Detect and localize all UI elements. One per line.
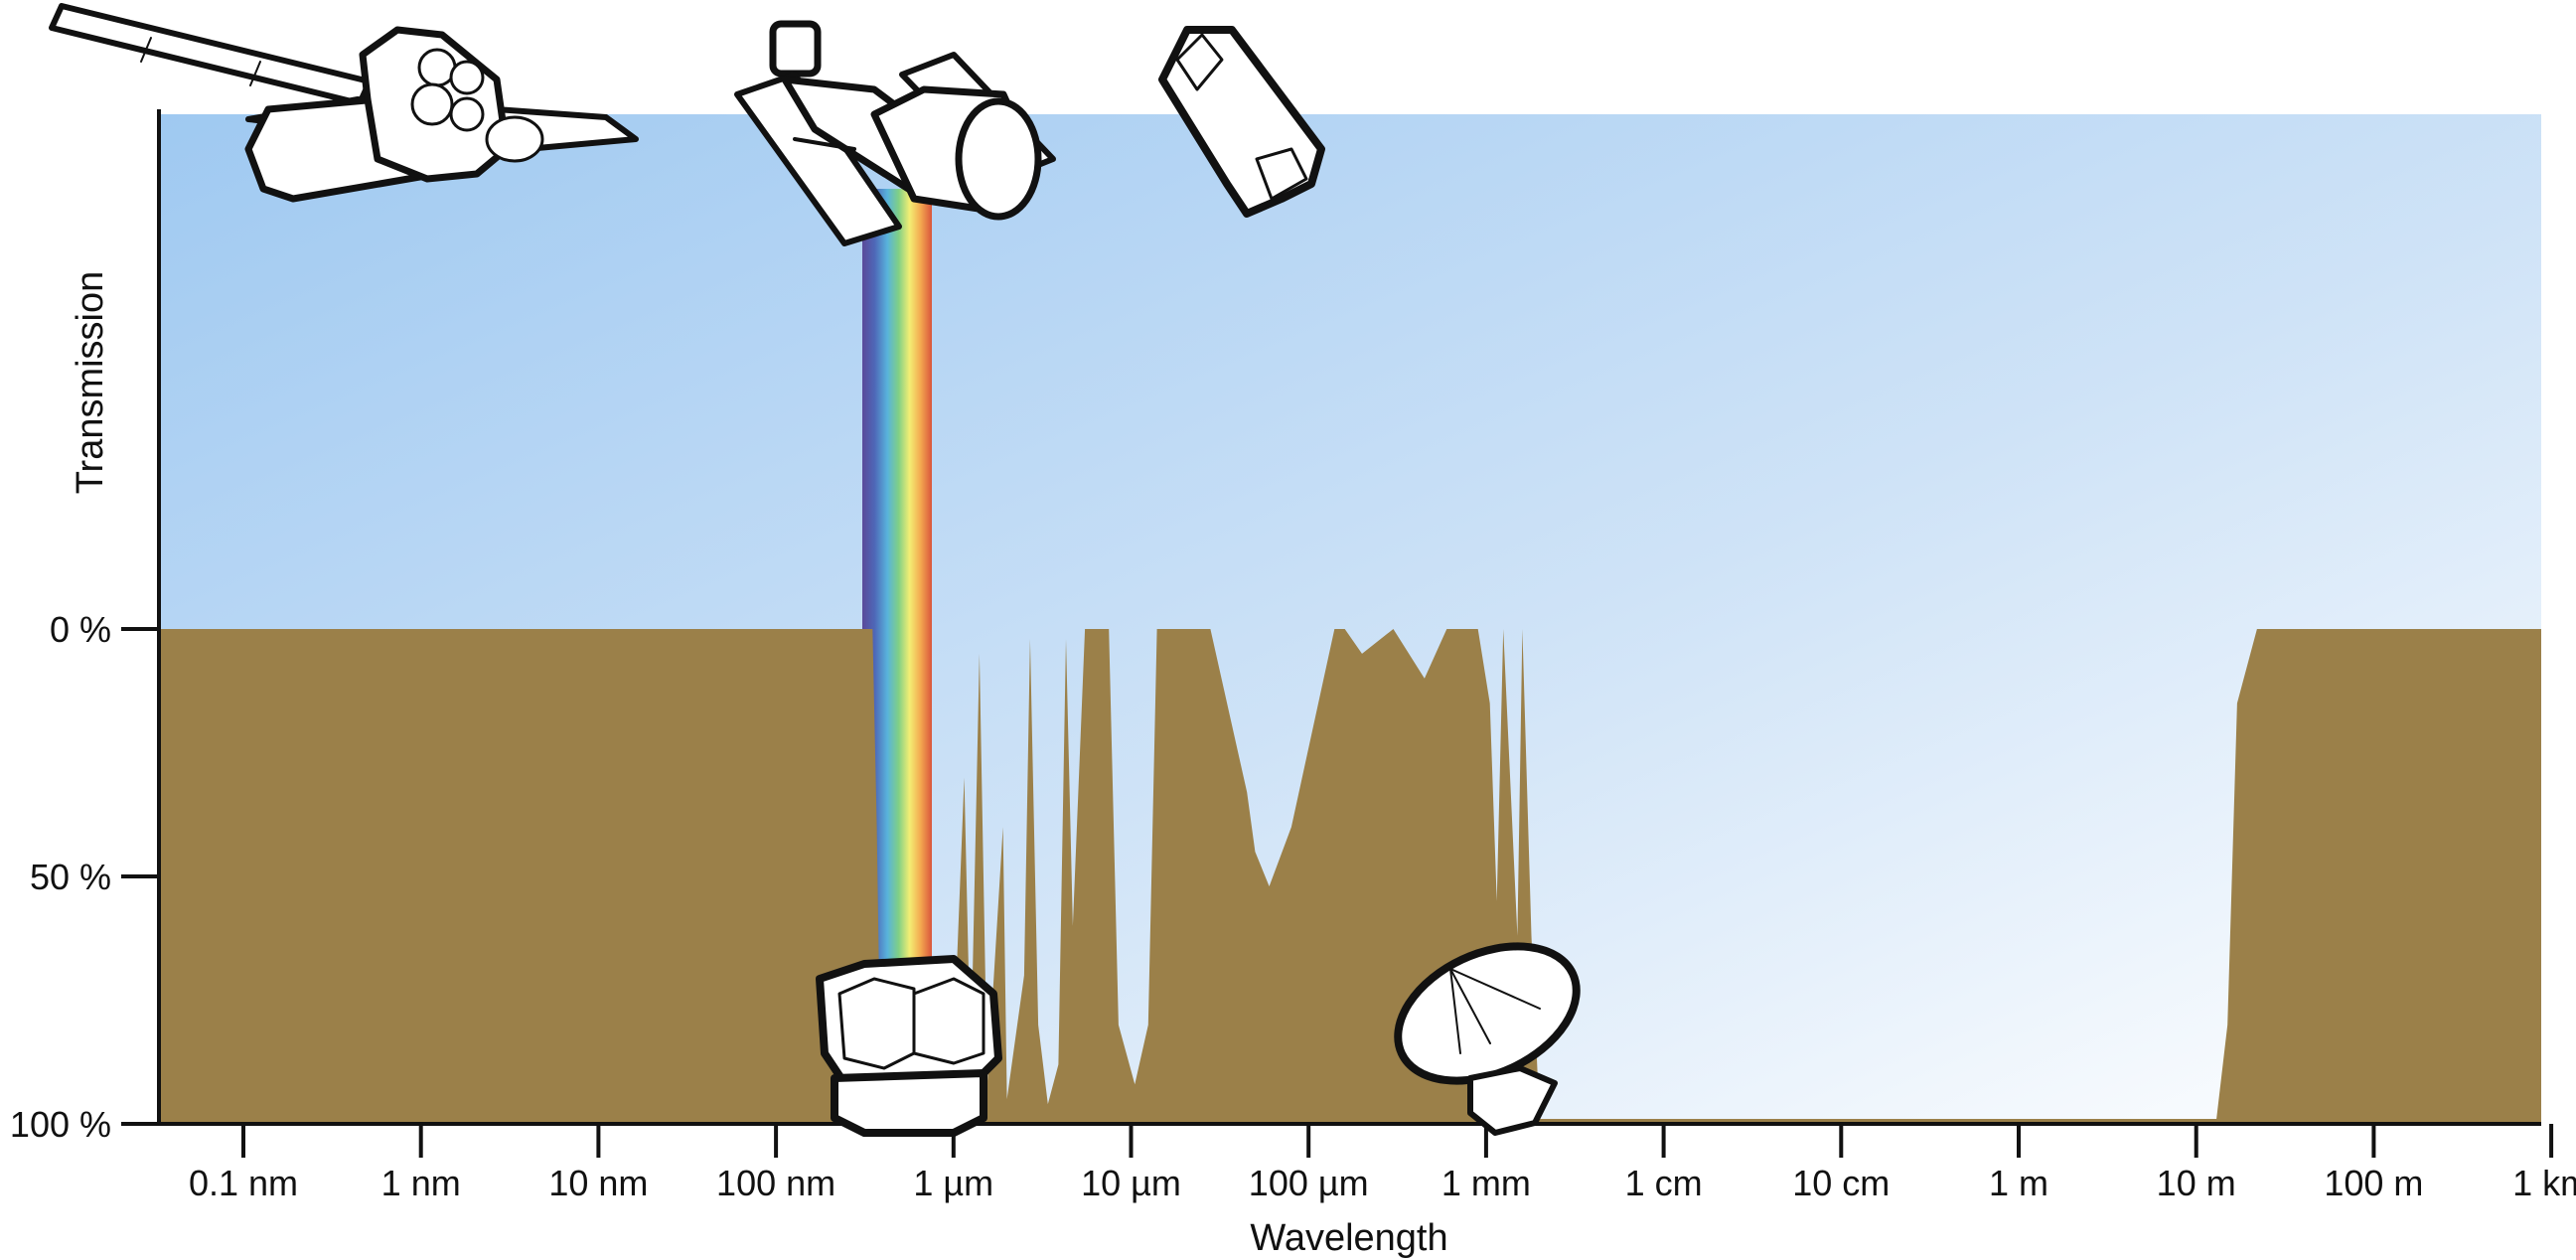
x-tick-label: 10 nm: [548, 1163, 648, 1203]
y-tick-label: 100 %: [10, 1104, 111, 1145]
x-tick-label: 10 cm: [1792, 1163, 1890, 1203]
space-telescope-1: [49, 3, 639, 203]
x-tick-label: 1 km: [2512, 1163, 2576, 1203]
space-telescope-2: [734, 20, 1056, 246]
y-tick-label: 50 %: [30, 857, 111, 897]
x-tick-label: 100 nm: [716, 1163, 835, 1203]
x-axis-ticks: 0.1 nm 1 nm 10 nm 100 nm 1 µm 10 µm 100 µm 1 mm…: [189, 1124, 2576, 1203]
x-axis-title: Wavelength: [1250, 1217, 1447, 1259]
x-tick-label: 1 m: [1989, 1163, 2048, 1203]
y-axis-ticks: 0 % 50 % 100 %: [10, 609, 159, 1145]
x-tick-label: 10 m: [2157, 1163, 2236, 1203]
atmosphere-opacity-area: [159, 629, 2541, 1124]
space-telescope-3: [1158, 26, 1325, 218]
radio-dish: [1394, 942, 1581, 1136]
x-tick-label: 0.1 nm: [189, 1163, 298, 1203]
x-tick-label: 1 mm: [1441, 1163, 1531, 1203]
x-tick-label: 10 µm: [1081, 1163, 1181, 1203]
y-tick-label: 0 %: [50, 609, 111, 650]
x-tick-label: 1 µm: [913, 1163, 993, 1203]
x-tick-label: 1 nm: [381, 1163, 461, 1203]
x-tick-label: 1 cm: [1625, 1163, 1703, 1203]
y-axis-title: Transmission: [70, 271, 111, 495]
x-tick-label: 100 µm: [1249, 1163, 1369, 1203]
x-tick-label: 100 m: [2324, 1163, 2423, 1203]
ground-observatory: [816, 955, 1002, 1137]
